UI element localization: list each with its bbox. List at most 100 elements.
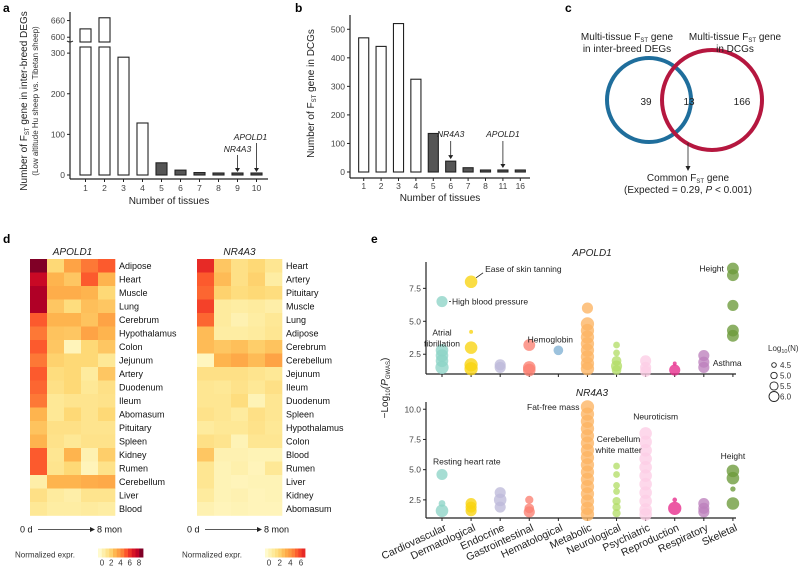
arrowhead (500, 164, 506, 168)
heatmap-cell (231, 272, 249, 287)
heatmap-cell (248, 313, 266, 327)
panel-e-gwas-scatter: APOLD1 2.5 5.0 7.5 High blood pressure Ease o… (380, 248, 799, 564)
heatmap-cell (47, 407, 65, 422)
heatmap-cell (197, 380, 215, 395)
trait-label: Fat-free mass (527, 402, 579, 412)
color-legend-swatch (139, 548, 144, 558)
heatmap-row-label: Heart (119, 275, 142, 285)
bar (392, 23, 405, 173)
heatmap-cell (81, 475, 99, 489)
heatmap-cell (265, 448, 283, 462)
heatmap-row-label: Blood (119, 504, 142, 514)
y-tick-label: 200 (331, 110, 345, 120)
heatmap-cell (98, 326, 116, 341)
color-legend-tick: 8 (137, 559, 142, 568)
heatmap-row-label: Jejunum (286, 369, 320, 379)
bar (250, 172, 263, 176)
heatmap-cell (64, 407, 82, 422)
heatmap-cell (248, 367, 266, 381)
heatmap-cell (30, 340, 48, 354)
trait-label: Hemoglobin (528, 334, 574, 344)
gwas-point (613, 462, 620, 470)
heatmap-cell (30, 475, 48, 489)
x-axis-title: Number of tissues (129, 196, 210, 207)
y-tick-label: 300 (331, 81, 345, 91)
gwas-point (580, 507, 595, 522)
heatmap-cell (248, 380, 266, 395)
color-legend-tick: 4 (288, 559, 293, 568)
heatmap-cell (81, 299, 99, 314)
heatmap-row-label: Spleen (119, 437, 147, 447)
heatmap-cell (197, 299, 215, 314)
heatmap-cell (98, 259, 116, 273)
heatmap-row-label: Jejunum (119, 356, 153, 366)
heatmap-cell (64, 421, 82, 435)
gwas-point (553, 345, 564, 356)
color-legend-title: Normalized expr. (15, 551, 75, 560)
heatmap-cell (197, 367, 215, 381)
time-start-label: 0 d (20, 525, 33, 535)
heatmap-cell (64, 340, 82, 354)
heatmap-row-label: Cerebrum (119, 315, 159, 325)
heatmap-cell (47, 394, 65, 408)
heatmap-cell (47, 259, 65, 273)
heatmap-cell (81, 407, 99, 422)
panel-letter-b: b (295, 1, 302, 15)
x-tick-label: 10 (252, 183, 262, 193)
color-legend-title: Normalized expr. (182, 551, 242, 560)
heatmap-cell (231, 461, 249, 476)
bar (375, 45, 387, 173)
heatmap-cell (248, 461, 266, 476)
heatmap-cell (30, 313, 48, 327)
heatmap-row-label: Liver (286, 477, 306, 487)
heatmap-cell (30, 353, 48, 368)
heatmap-cell (248, 299, 266, 314)
heatmap-row-label: Blood (286, 450, 309, 460)
heatmap-cell (214, 434, 232, 449)
x-tick-label: 4 (140, 183, 145, 193)
heatmap-cell (265, 421, 283, 435)
heatmap-cell (265, 259, 283, 273)
x-tick-label: 5 (159, 183, 164, 193)
heatmap-row-label: Rumen (119, 464, 148, 474)
heatmap-cell (231, 475, 249, 489)
heatmap-cell (30, 421, 48, 435)
time-end-label: 8 mon (264, 525, 289, 535)
x-tick-label: 4 (414, 181, 419, 191)
heatmap-cell (81, 259, 99, 273)
color-legend-tick: 6 (299, 559, 304, 568)
bar (79, 46, 92, 176)
heatmap-cell (81, 380, 99, 395)
heatmap-cell (265, 461, 283, 476)
heatmap-cell (231, 394, 249, 408)
heatmap-cell (265, 407, 283, 422)
panel-letter-e: e (371, 232, 378, 246)
heatmap-cell (231, 313, 249, 327)
venn-circle-deg (605, 56, 693, 144)
y-tick-label: 7.5 (409, 283, 421, 293)
bar (479, 169, 492, 173)
x-tick-label: 3 (121, 183, 126, 193)
gwas-point (640, 365, 652, 377)
color-legend-swatch (135, 548, 140, 558)
heatmap-cell (64, 461, 82, 476)
panel-letter-a: a (3, 1, 10, 15)
heatmap-cell (265, 272, 283, 287)
gwas-point (494, 361, 506, 373)
x-axis-title: Number of tissues (400, 193, 481, 204)
heatmap-cell (30, 380, 48, 395)
color-legend-swatch (298, 548, 303, 558)
y-tick-label: 0 (340, 167, 345, 177)
heatmap-row-label: Colon (286, 437, 310, 447)
gwas-point (436, 295, 448, 308)
heatmap-cell (265, 353, 283, 368)
heatmap-row-label: Rumen (286, 464, 315, 474)
color-legend-swatch (291, 548, 296, 558)
heatmap-cell (248, 353, 266, 368)
y-tick-label: 660 (51, 16, 65, 26)
heatmap-cell (81, 394, 99, 408)
bar-upper (98, 17, 111, 43)
trait-label: Cerebellum (597, 434, 640, 444)
